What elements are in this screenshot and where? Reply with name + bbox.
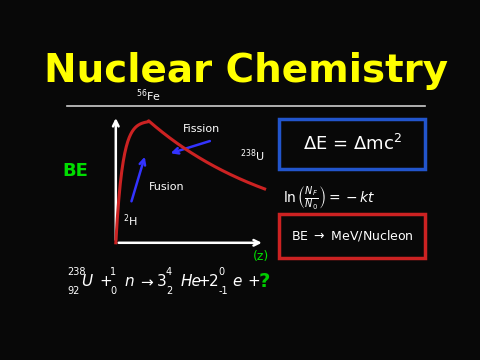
- Text: $^{56}$Fe: $^{56}$Fe: [136, 87, 161, 104]
- Text: Fusion: Fusion: [149, 183, 185, 192]
- Text: ?: ?: [259, 272, 270, 291]
- Text: 0: 0: [110, 286, 116, 296]
- Text: (z): (z): [253, 250, 269, 263]
- Text: Fission: Fission: [183, 124, 220, 134]
- Text: -1: -1: [218, 286, 228, 296]
- Text: 3: 3: [156, 274, 167, 289]
- Text: BE $\rightarrow$ MeV/Nucleon: BE $\rightarrow$ MeV/Nucleon: [290, 228, 413, 243]
- Text: U: U: [82, 274, 93, 289]
- Text: e: e: [232, 274, 241, 289]
- Text: n: n: [124, 274, 134, 289]
- Text: $^{238}$U: $^{238}$U: [240, 148, 264, 164]
- Text: 238: 238: [67, 267, 86, 278]
- Text: 2: 2: [209, 274, 218, 289]
- Text: +: +: [248, 274, 261, 289]
- Text: 92: 92: [67, 286, 80, 296]
- Text: $^{2}$H: $^{2}$H: [123, 212, 138, 229]
- Text: 2: 2: [166, 286, 172, 296]
- Text: He: He: [180, 274, 201, 289]
- Text: 4: 4: [166, 267, 172, 278]
- Text: +: +: [99, 274, 112, 289]
- Text: BE: BE: [62, 162, 88, 180]
- Text: 1: 1: [110, 267, 116, 278]
- Text: $\Delta$E = $\Delta$mc$^2$: $\Delta$E = $\Delta$mc$^2$: [302, 134, 401, 154]
- Text: $\rightarrow$: $\rightarrow$: [138, 274, 155, 289]
- Text: +: +: [198, 274, 210, 289]
- Text: $\ln\left(\frac{N_F}{N_0}\right) = -kt$: $\ln\left(\frac{N_F}{N_0}\right) = -kt$: [283, 184, 375, 211]
- Text: 0: 0: [218, 267, 224, 278]
- Text: Nuclear Chemistry: Nuclear Chemistry: [44, 52, 448, 90]
